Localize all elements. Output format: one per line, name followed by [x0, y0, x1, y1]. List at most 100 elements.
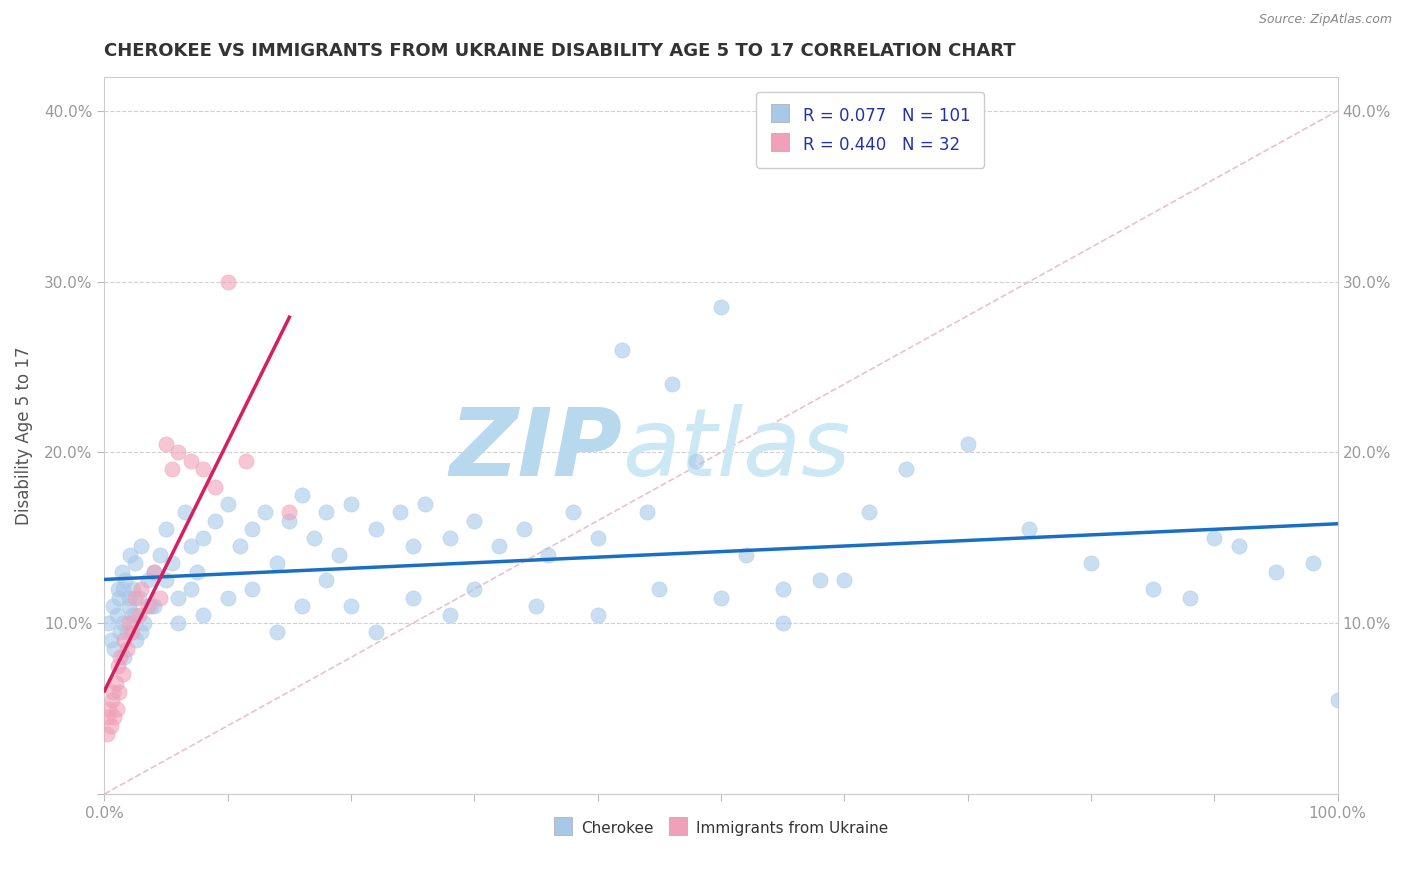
- Point: [121, 624, 143, 639]
- Point: [1178, 591, 1201, 605]
- Point: [217, 275, 239, 289]
- Point: [661, 377, 683, 392]
- Point: [111, 667, 134, 681]
- Point: [124, 591, 146, 605]
- Point: [136, 599, 159, 614]
- Point: [118, 616, 141, 631]
- Point: [772, 616, 794, 631]
- Point: [191, 607, 214, 622]
- Point: [894, 462, 917, 476]
- Point: [1227, 539, 1250, 553]
- Y-axis label: Disability Age 5 to 17: Disability Age 5 to 17: [15, 346, 32, 524]
- Point: [97, 616, 120, 631]
- Point: [107, 582, 129, 596]
- Point: [266, 557, 288, 571]
- Point: [402, 591, 425, 605]
- Point: [858, 505, 880, 519]
- Point: [217, 591, 239, 605]
- Point: [242, 522, 264, 536]
- Point: [105, 607, 128, 622]
- Point: [121, 607, 143, 622]
- Point: [685, 454, 707, 468]
- Point: [167, 591, 190, 605]
- Point: [118, 591, 141, 605]
- Point: [142, 565, 165, 579]
- Point: [278, 514, 301, 528]
- Point: [204, 479, 226, 493]
- Point: [834, 574, 856, 588]
- Point: [648, 582, 671, 596]
- Point: [562, 505, 585, 519]
- Point: [463, 582, 485, 596]
- Point: [808, 574, 831, 588]
- Point: [121, 582, 143, 596]
- Point: [120, 548, 142, 562]
- Point: [114, 574, 136, 588]
- Point: [128, 591, 150, 605]
- Point: [180, 454, 202, 468]
- Point: [105, 701, 128, 715]
- Point: [104, 676, 127, 690]
- Point: [524, 599, 547, 614]
- Text: CHEROKEE VS IMMIGRANTS FROM UKRAINE DISABILITY AGE 5 TO 17 CORRELATION CHART: CHEROKEE VS IMMIGRANTS FROM UKRAINE DISA…: [104, 42, 1017, 60]
- Point: [389, 505, 412, 519]
- Point: [772, 582, 794, 596]
- Point: [115, 641, 138, 656]
- Point: [111, 582, 134, 596]
- Point: [229, 539, 252, 553]
- Point: [131, 582, 153, 596]
- Point: [439, 607, 461, 622]
- Point: [1204, 531, 1226, 545]
- Point: [586, 607, 609, 622]
- Point: [1018, 522, 1040, 536]
- Point: [125, 633, 148, 648]
- Point: [1326, 693, 1348, 707]
- Point: [586, 531, 609, 545]
- Point: [110, 650, 132, 665]
- Point: [1265, 565, 1288, 579]
- Point: [291, 599, 314, 614]
- Point: [101, 693, 124, 707]
- Point: [278, 505, 301, 519]
- Legend: Cherokee, Immigrants from Ukraine: Cherokee, Immigrants from Ukraine: [547, 813, 894, 844]
- Point: [100, 633, 122, 648]
- Point: [191, 531, 214, 545]
- Point: [124, 607, 146, 622]
- Point: [315, 574, 337, 588]
- Point: [136, 574, 159, 588]
- Point: [149, 591, 172, 605]
- Point: [100, 719, 122, 733]
- Text: atlas: atlas: [623, 404, 851, 495]
- Point: [413, 497, 436, 511]
- Point: [112, 633, 135, 648]
- Point: [132, 616, 155, 631]
- Point: [734, 548, 756, 562]
- Point: [242, 582, 264, 596]
- Point: [167, 445, 190, 459]
- Point: [142, 565, 165, 579]
- Point: [636, 505, 658, 519]
- Point: [155, 522, 177, 536]
- Point: [108, 684, 131, 698]
- Point: [439, 531, 461, 545]
- Point: [235, 454, 257, 468]
- Point: [537, 548, 560, 562]
- Point: [340, 497, 363, 511]
- Point: [180, 582, 202, 596]
- Point: [124, 557, 146, 571]
- Point: [108, 591, 131, 605]
- Point: [612, 343, 634, 357]
- Point: [340, 599, 363, 614]
- Point: [315, 505, 337, 519]
- Point: [141, 599, 163, 614]
- Point: [162, 462, 184, 476]
- Point: [191, 462, 214, 476]
- Point: [364, 522, 387, 536]
- Point: [103, 710, 125, 724]
- Point: [98, 701, 121, 715]
- Point: [463, 514, 485, 528]
- Point: [186, 565, 208, 579]
- Point: [111, 565, 134, 579]
- Point: [142, 599, 165, 614]
- Point: [149, 548, 172, 562]
